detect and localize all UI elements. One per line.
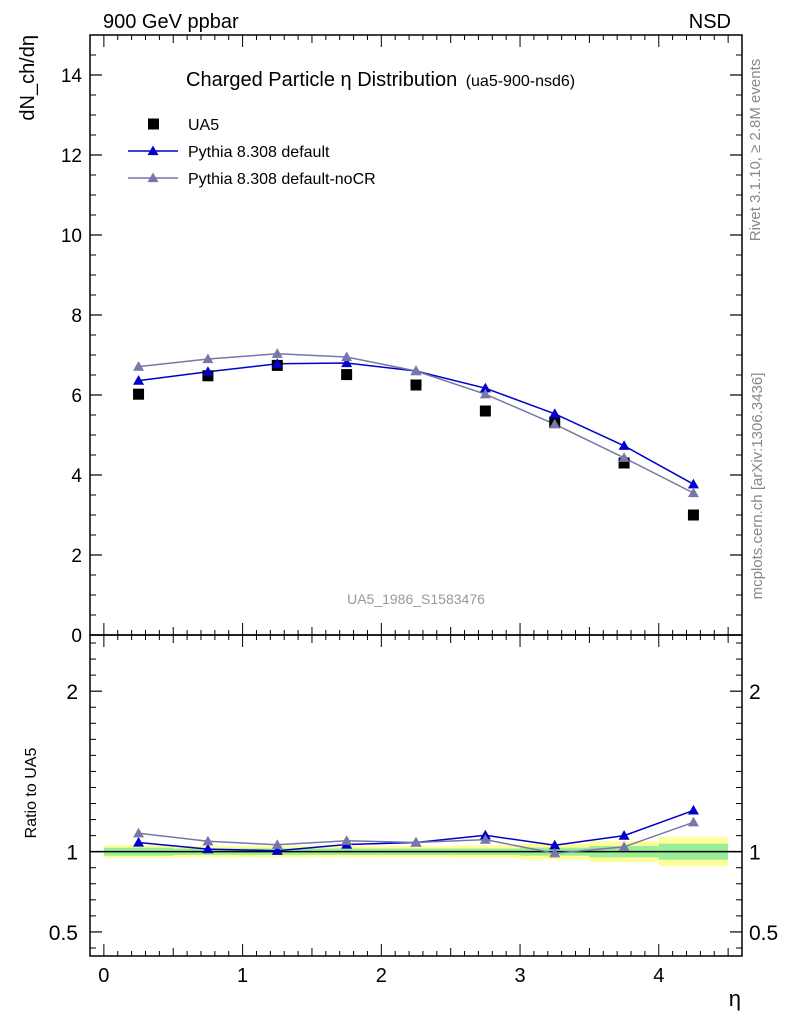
y-tick-label: 14 <box>61 66 83 87</box>
y-tick-label: 2 <box>71 546 82 567</box>
data-point-square <box>618 457 630 469</box>
data-point-square <box>410 379 422 391</box>
ratio-frame <box>89 634 743 957</box>
data-point-square <box>687 509 699 521</box>
ratio-y-tick-label: 0.5 <box>49 922 78 945</box>
main-watermark: UA5_1986_S1583476 <box>347 591 485 607</box>
ratio-y-tick-label: 2 <box>66 681 78 704</box>
ratio-point-triangle <box>202 843 214 854</box>
x-tick-label: 3 <box>514 965 525 987</box>
data-point-triangle <box>271 348 283 358</box>
y-tick-label: 12 <box>61 146 82 167</box>
data-point-triangle <box>479 382 491 393</box>
data-point-square <box>133 388 145 400</box>
header-right: NSD <box>689 11 731 33</box>
ratio-point-triangle <box>133 827 145 838</box>
data-point-triangle <box>341 357 353 368</box>
ratio-y-tick-label: 1 <box>66 842 78 865</box>
ratio-point-triangle <box>410 837 422 847</box>
legend-label: Pythia 8.308 default <box>188 144 330 161</box>
legend-marker <box>147 145 159 156</box>
main-ylabel: dN_ch/dη <box>17 35 39 121</box>
ratio-point-triangle <box>618 830 630 840</box>
main-title: Charged Particle η Distribution (ua5-900… <box>186 69 575 91</box>
y-tick-label: 0 <box>71 626 82 647</box>
main-panel: 0 2 4 6 8 10 12 14 dN_ch/dη UA5_1986_S1583476 C… <box>17 34 743 647</box>
ratio-y-tick-label-right: 2 <box>749 681 761 704</box>
x-tick-label: 4 <box>653 965 664 987</box>
ratio-y-tick-label-right: 1 <box>749 842 761 865</box>
main-subtitle-text: (ua5-900-nsd6) <box>466 73 575 90</box>
data-point-triangle <box>687 478 699 489</box>
data-point-triangle <box>618 440 630 450</box>
legend-marker <box>147 172 159 183</box>
data-point-triangle <box>410 365 422 376</box>
data-point-square <box>479 405 491 417</box>
main-title-text: Charged Particle η Distribution <box>186 69 457 91</box>
data-point-triangle <box>202 353 214 364</box>
ratio-point-triangle <box>618 841 630 851</box>
ratio-xlabel: η <box>729 986 741 1011</box>
legend-marker <box>148 118 159 130</box>
data-point-triangle <box>133 361 145 371</box>
ratio-point-triangle <box>479 834 491 844</box>
x-tick-label: 0 <box>98 965 109 987</box>
ratio-ylabel: Ratio to UA5 <box>23 748 40 839</box>
y-tick-label: 6 <box>71 386 82 407</box>
data-point-triangle <box>549 408 561 418</box>
x-tick-label: 1 <box>237 965 248 987</box>
ratio-point-triangle <box>549 839 561 850</box>
data-point-triangle <box>341 351 353 362</box>
header-left: 900 GeV ppbar <box>103 11 239 33</box>
y-tick-label: 8 <box>71 306 82 327</box>
data-point-square <box>341 369 353 381</box>
ratio-point-triangle <box>271 839 283 849</box>
y-tick-label: 4 <box>71 466 82 487</box>
legend-label: UA5 <box>188 117 219 134</box>
ratio-point-triangle <box>687 804 699 815</box>
legend: UA5 Pythia 8.308 default Pythia 8.308 defa… <box>128 117 376 188</box>
ratio-point-triangle <box>202 835 214 846</box>
ratio-point-triangle <box>133 837 145 847</box>
mcplots-label: mcplots.cern.ch [arXiv:1306.3436] <box>749 373 766 600</box>
ratio-y-tick-label-right: 0.5 <box>749 922 778 945</box>
ratio-point-triangle <box>341 835 353 845</box>
ratio-point-triangle <box>687 816 699 827</box>
x-tick-label: 2 <box>376 965 387 987</box>
data-point-triangle <box>618 452 630 462</box>
ratio-point-triangle <box>549 847 561 858</box>
data-point-triangle <box>687 487 699 498</box>
data-point-triangle <box>133 375 145 385</box>
rivet-label: Rivet 3.1.10, ≥ 2.8M events <box>747 59 764 242</box>
legend-label: Pythia 8.308 default-noCR <box>188 171 376 188</box>
data-point-triangle <box>549 418 561 429</box>
data-point-triangle <box>271 358 283 368</box>
ratio-point-triangle <box>271 845 283 855</box>
data-point-triangle <box>202 366 214 376</box>
data-point-triangle <box>479 388 491 399</box>
ratio-panel: 0.5 0.5 1 1 2 2 0 1 2 3 4 Ratio to UA5 η <box>23 634 778 1011</box>
y-tick-label: 10 <box>61 226 82 247</box>
